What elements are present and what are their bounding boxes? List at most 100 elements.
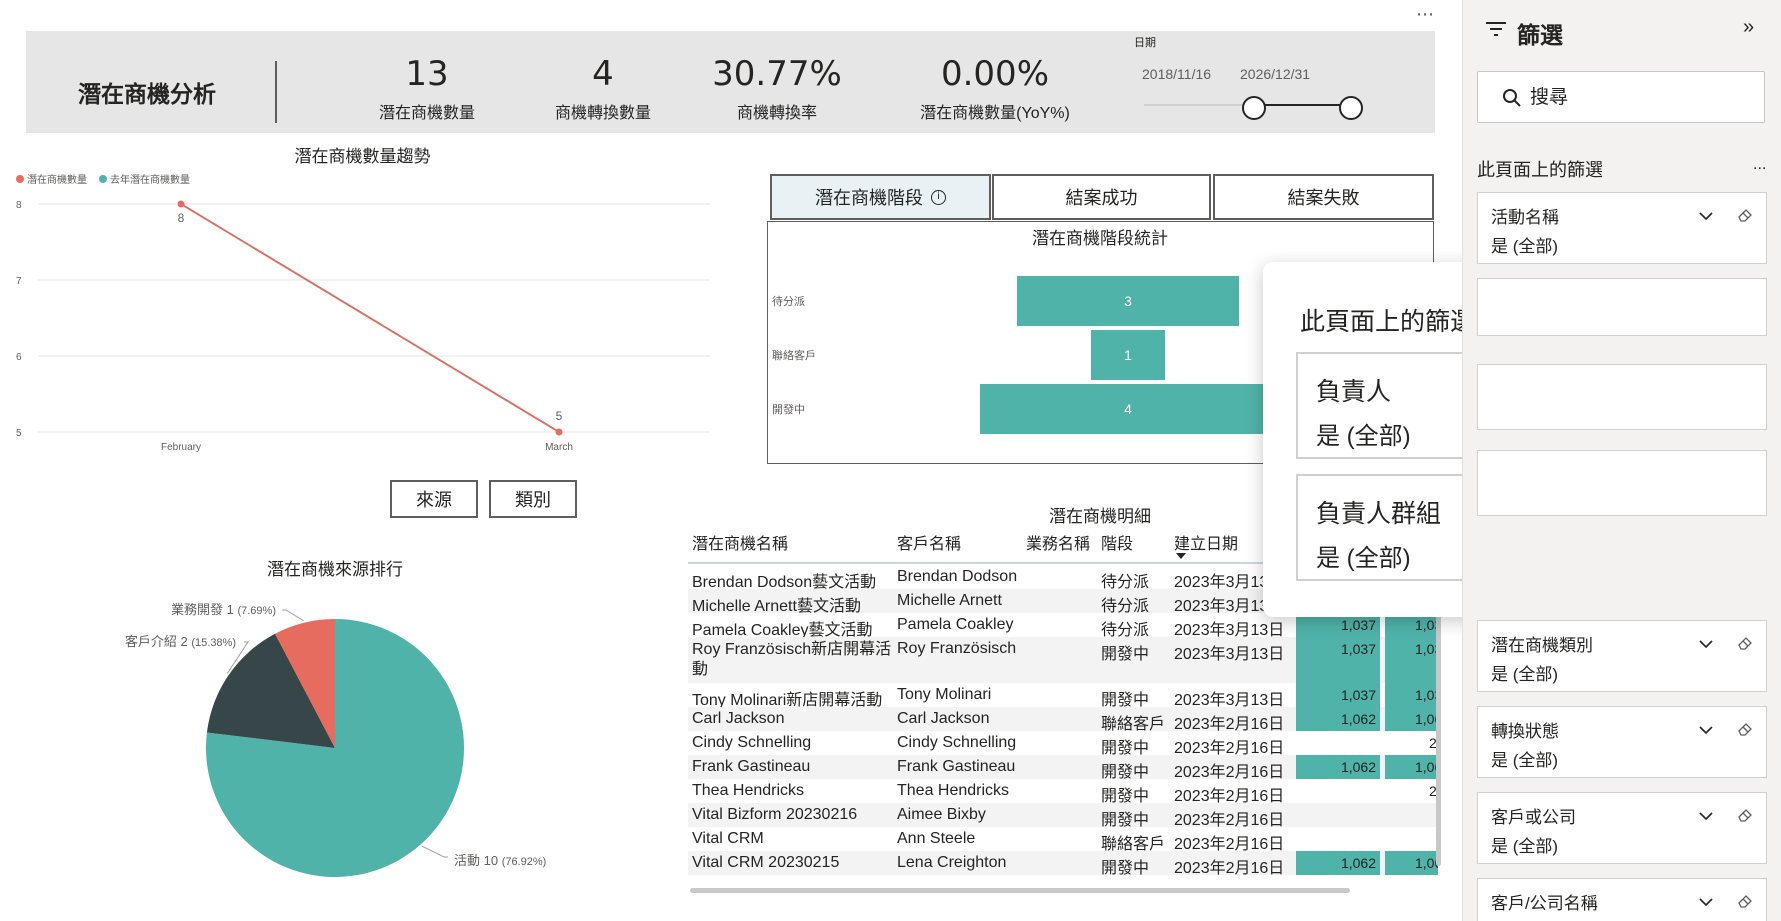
column-header-stage[interactable]: 階段 — [1101, 536, 1134, 553]
visual-more-options-icon[interactable]: ⋯ — [1416, 4, 1435, 24]
table-cell: Roy Französisch新店開幕活動 — [692, 641, 892, 678]
filter-state: 是 (全部) — [1491, 237, 1559, 256]
table-cell: Pamela Coakley藝文活動 — [692, 622, 873, 639]
search-input[interactable] — [1530, 84, 1750, 112]
stage-bar[interactable] — [980, 384, 1276, 434]
source-button[interactable]: 來源 — [390, 480, 478, 518]
date-slider-end-handle[interactable] — [1339, 96, 1363, 120]
table-title: 潛在商機明細 — [1049, 507, 1151, 526]
data-point[interactable] — [555, 428, 563, 436]
stage-bar[interactable] — [1091, 330, 1165, 380]
filter-card-customer-name[interactable]: 客戶/公司名稱 — [1477, 878, 1767, 921]
table-cell: Michelle Arnett — [897, 592, 1002, 609]
table-row[interactable]: Thea Hendricks Thea Hendricks 開發中 2023年2月16… — [688, 779, 1438, 805]
info-icon[interactable]: i — [931, 189, 946, 205]
table-cell: 2023年2月16日 — [1174, 764, 1285, 781]
filter-name: 客戶或公司 — [1491, 808, 1576, 827]
chevron-down-icon[interactable] — [1698, 209, 1714, 223]
kpi-value: 30.77% — [712, 54, 842, 94]
table-row[interactable]: Tony Molinari新店開幕活動 Tony Molinari 開發中 2023年… — [688, 683, 1438, 709]
table-cell: 開發中 — [1101, 764, 1150, 781]
table-row[interactable]: Frank Gastineau Frank Gastineau 開發中 2023年2月… — [688, 755, 1438, 781]
filter-card-hidden-2[interactable] — [1477, 364, 1767, 430]
kpi-value: 13 — [405, 54, 449, 94]
date-end-input[interactable]: 2026/12/31 — [1240, 66, 1311, 82]
table-row[interactable]: Carl Jackson Carl Jackson 聯絡客戶 2023年2月16日 1,… — [688, 707, 1438, 733]
filter-card-hidden-1[interactable] — [1477, 278, 1767, 336]
table-row[interactable]: Pamela Coakley藝文活動 Pamela Coakley 待分派 2023年… — [688, 613, 1438, 639]
table-row[interactable]: Roy Französisch新店開幕活動 Roy Französisch 開發中 2… — [688, 637, 1438, 683]
search-icon — [1503, 89, 1521, 107]
legend-item[interactable]: 潛在商機數量 — [27, 173, 87, 186]
filter-card-hidden-3[interactable] — [1477, 450, 1767, 516]
table-row[interactable]: Vital CRM Ann Steele 聯絡客戶 2023年2月16日 — [688, 827, 1438, 853]
bar-category-label: 開發中 — [772, 402, 805, 416]
data-label: 5 — [556, 409, 563, 423]
table-cell: 2023年2月16日 — [1174, 716, 1285, 733]
y-tick-label: 6 — [16, 352, 22, 363]
stage-bar[interactable] — [1017, 276, 1239, 326]
eraser-icon[interactable] — [1736, 892, 1754, 910]
tab-closed-lost[interactable]: 結案失敗 — [1213, 174, 1434, 220]
table-cell: 聯絡客戶 — [1101, 836, 1166, 853]
filter-name: 轉換狀態 — [1491, 722, 1559, 741]
pie-chart: 活動 10 (76.92%) 客戶介紹 2 (15.38%) 業務開發 1 (7.6… — [125, 602, 546, 877]
kpi-conversion-rate: 30.77% 商機轉換率 — [702, 57, 852, 123]
stage-bar-chart: 3 待分派 1 聯絡客戶 4 開發中 — [772, 276, 1276, 434]
table-horizontal-scrollbar[interactable] — [690, 888, 1350, 893]
table-cell: 開發中 — [1101, 740, 1150, 757]
table-cell: 開發中 — [1101, 646, 1150, 663]
chevron-down-icon[interactable] — [1698, 723, 1714, 737]
column-header-sales[interactable]: 業務名稱 — [1026, 536, 1091, 553]
tab-closed-won[interactable]: 結案成功 — [992, 174, 1211, 220]
category-button[interactable]: 類別 — [489, 480, 577, 518]
table-row[interactable]: Brendan Dodson藝文活動 Brendan Dodson 待分派 2023年… — [688, 565, 1438, 591]
table-vertical-scrollbar[interactable] — [1436, 556, 1441, 866]
table-cell: 開發中 — [1101, 692, 1150, 709]
column-header-label: 建立日期 — [1174, 536, 1239, 553]
sort-descending-icon — [1176, 553, 1186, 559]
filter-search-box[interactable] — [1477, 71, 1765, 123]
eraser-icon[interactable] — [1736, 634, 1754, 652]
collapse-pane-icon[interactable]: » — [1743, 16, 1755, 38]
column-header-lead-name[interactable]: 潛在商機名稱 — [692, 536, 789, 553]
table-row[interactable]: Vital CRM 20230215 Lena Creighton 開發中 2023年… — [688, 851, 1438, 877]
table-row[interactable]: Cindy Schnelling Cindy Schnelling 開發中 2023年… — [688, 731, 1438, 757]
column-header-customer[interactable]: 客戶名稱 — [897, 536, 962, 553]
filter-card-conversion-status[interactable]: 轉換狀態 是 (全部) — [1477, 706, 1767, 778]
series-line[interactable] — [180, 203, 560, 433]
kpi-label: 商機轉換率 — [736, 105, 817, 122]
data-label: 8 — [178, 211, 185, 225]
table-cell: Pamela Coakley — [897, 616, 1014, 633]
eraser-icon[interactable] — [1736, 806, 1754, 824]
chevron-down-icon[interactable] — [1698, 809, 1714, 823]
eraser-icon[interactable] — [1736, 206, 1754, 224]
table-cell: 待分派 — [1101, 574, 1150, 591]
pie-data-label: 活動 10 (76.92%) — [454, 853, 546, 868]
table-cell: Thea Hendricks — [692, 782, 805, 799]
table-cell: Cindy Schnelling — [692, 734, 812, 751]
column-header-created-date[interactable]: 建立日期 — [1174, 530, 1239, 559]
date-start-input[interactable]: 2018/11/16 — [1142, 66, 1212, 82]
filter-card-campaign[interactable]: 活動名稱 是 (全部) — [1477, 192, 1767, 264]
data-point[interactable] — [177, 200, 185, 208]
tab-lead-stage[interactable]: 潛在商機階段 i — [770, 174, 991, 220]
date-slider-start-handle[interactable] — [1242, 96, 1266, 120]
page-filters-heading: 此頁面上的篩選 — [1477, 160, 1603, 180]
pie-data-label: 客戶介紹 2 (15.38%) — [125, 634, 236, 649]
filter-card-customer-or-company[interactable]: 客戶或公司 是 (全部) — [1477, 792, 1767, 864]
pie-slice[interactable] — [275, 619, 335, 748]
filter-card-lead-category[interactable]: 潛在商機類別 是 (全部) — [1477, 620, 1767, 692]
bar-category-label: 待分派 — [772, 294, 805, 308]
chevron-down-icon[interactable] — [1698, 637, 1714, 651]
pie-slice[interactable] — [206, 633, 335, 748]
table-cell: Ann Steele — [897, 830, 976, 847]
legend-item[interactable]: 去年潛在商機數量 — [110, 173, 190, 186]
table-row[interactable]: Vital Bizform 20230216 Aimee Bixby 開發中 2023… — [688, 803, 1438, 829]
eraser-icon[interactable] — [1736, 720, 1754, 738]
kpi-divider — [275, 61, 277, 123]
line-chart-series: 85 — [177, 200, 563, 436]
chevron-down-icon[interactable] — [1698, 895, 1714, 909]
more-options-icon[interactable]: ... — [1753, 156, 1767, 173]
